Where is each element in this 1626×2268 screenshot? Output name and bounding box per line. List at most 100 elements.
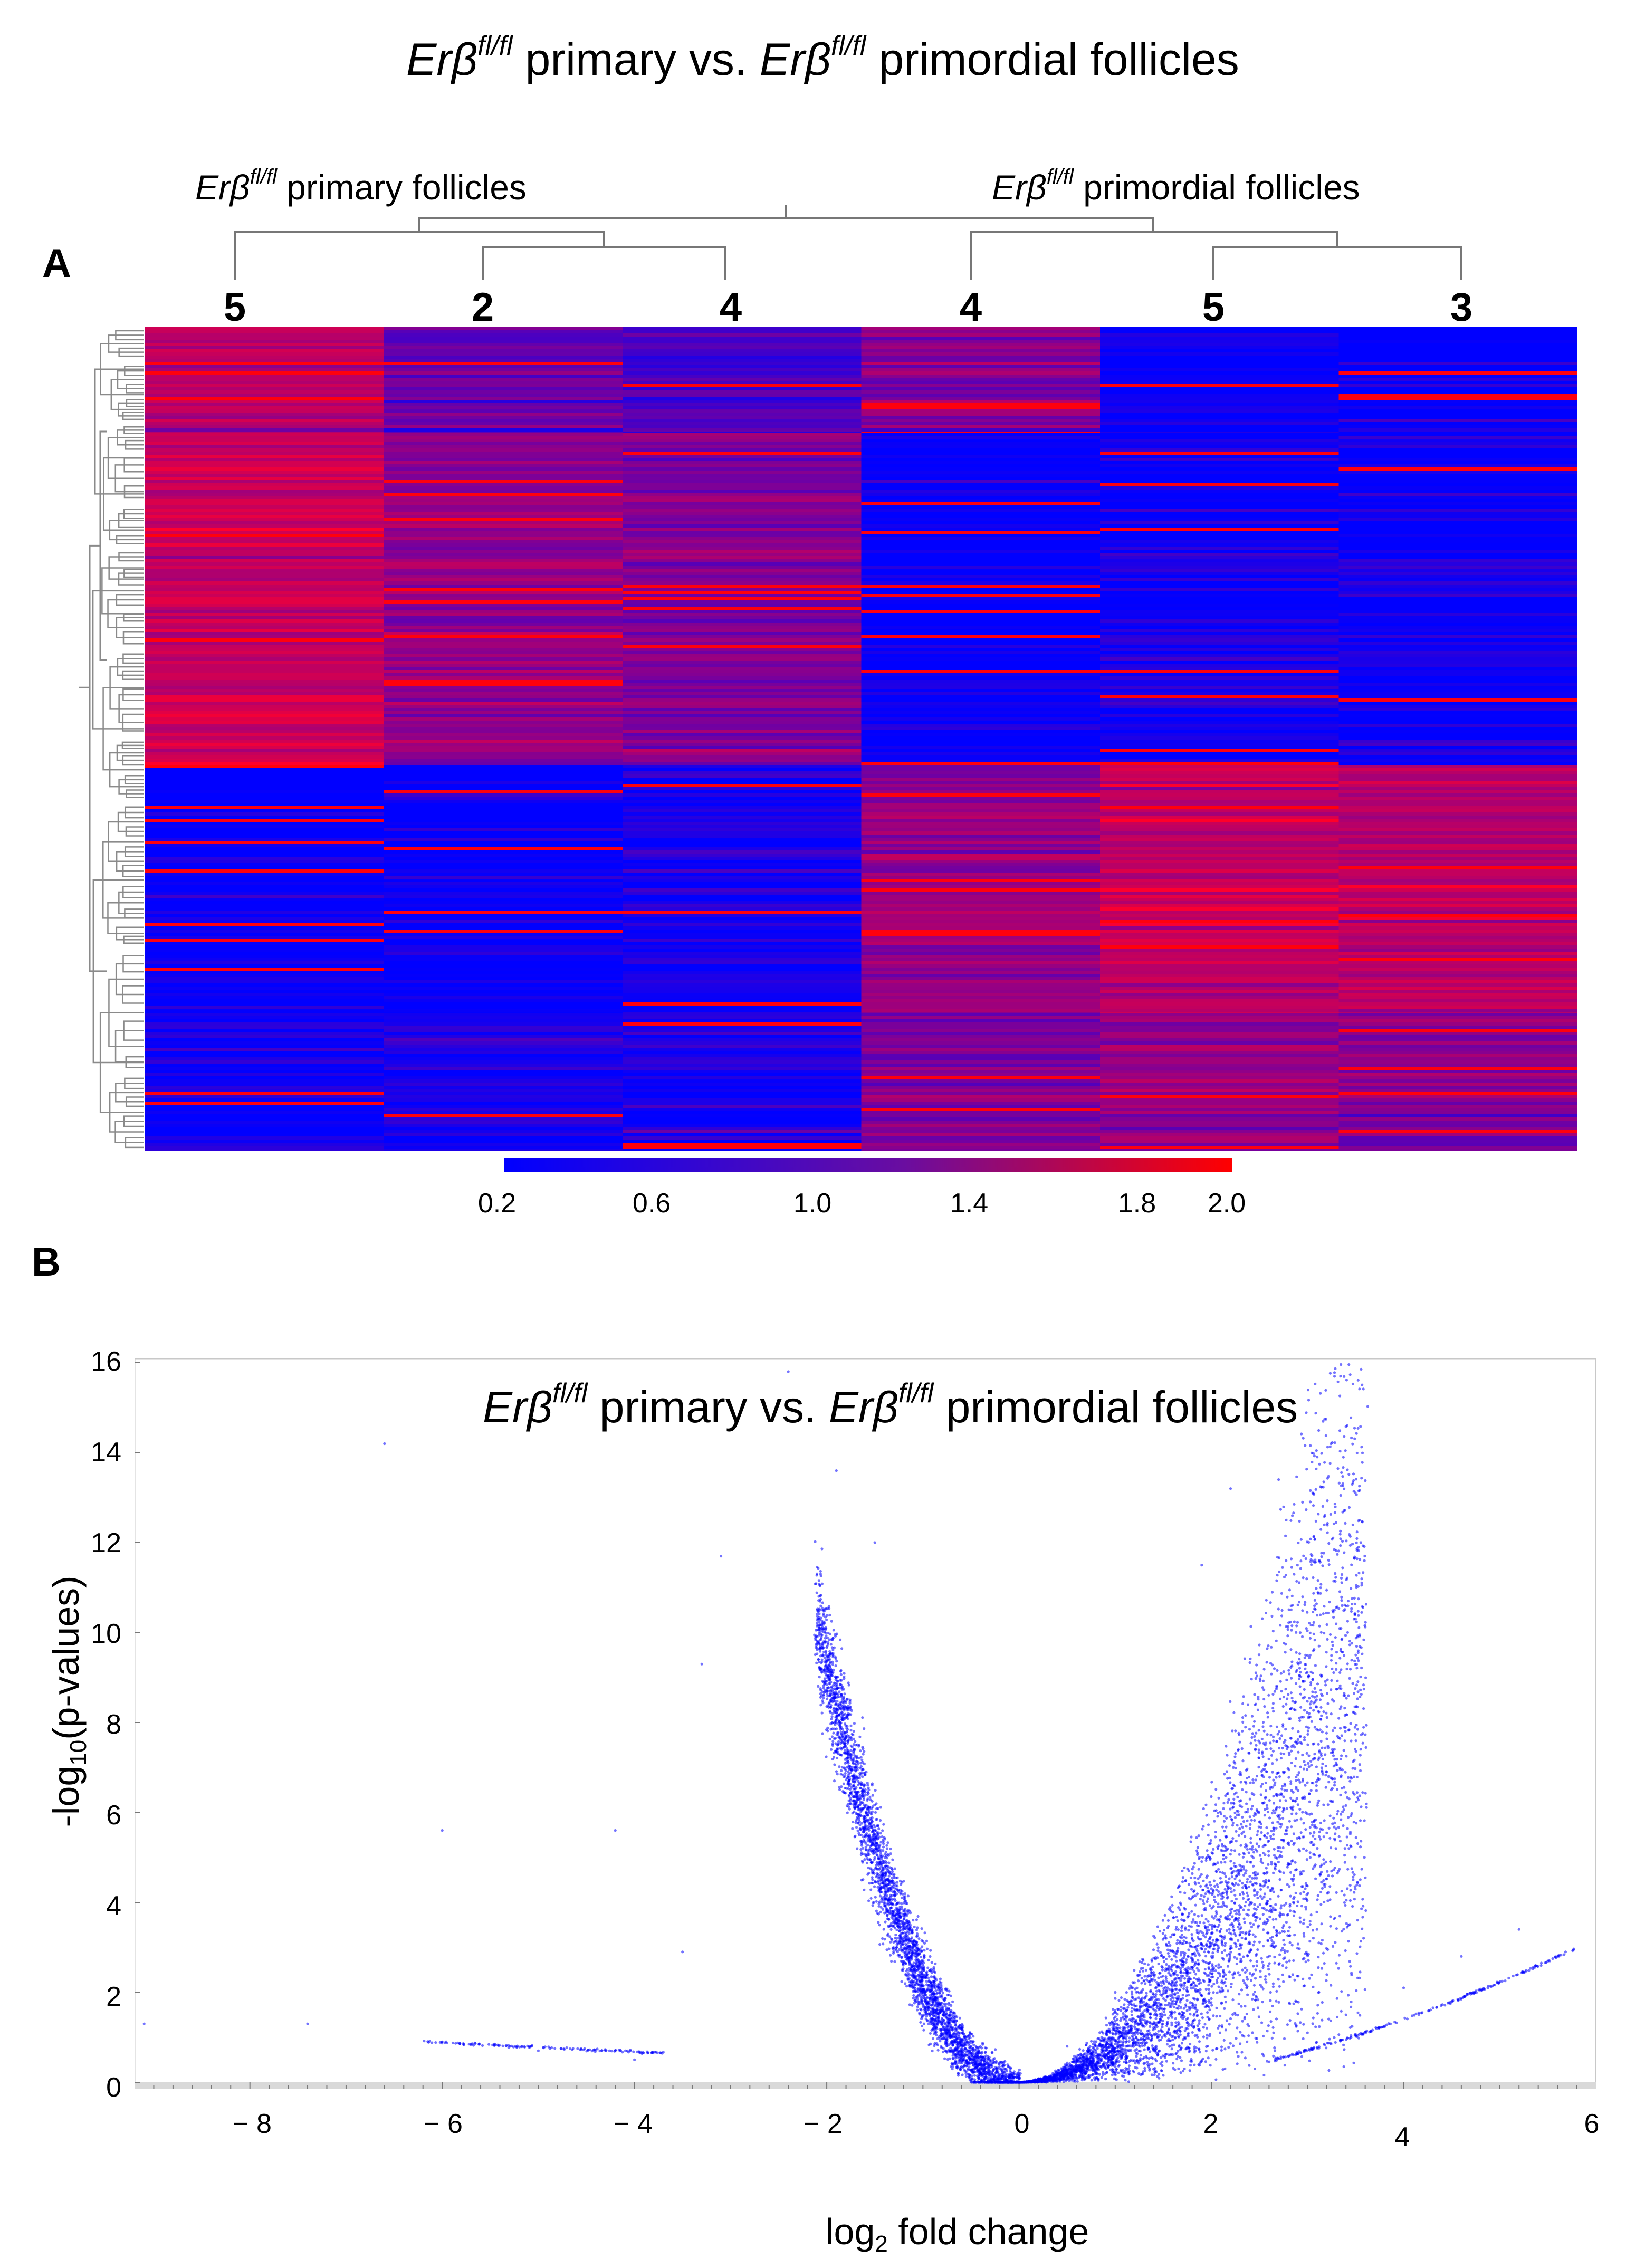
data-point <box>819 1604 822 1607</box>
heatmap-cell <box>861 547 1101 550</box>
heatmap-cell <box>1100 958 1340 961</box>
data-point <box>954 2027 957 2031</box>
heatmap-cell <box>384 581 623 585</box>
heatmap-cell <box>623 422 862 425</box>
heatmap-cell <box>384 1013 623 1016</box>
heatmap-cell <box>1100 562 1340 566</box>
heatmap-cell <box>1100 467 1340 471</box>
heatmap-cell <box>623 448 862 452</box>
heatmap-cell <box>1100 917 1340 920</box>
data-point <box>900 1926 903 1929</box>
heatmap-cell <box>384 974 623 977</box>
heatmap-cell <box>1100 490 1340 493</box>
data-point <box>872 1833 875 1836</box>
heatmap-cell <box>1100 854 1340 857</box>
data-point <box>998 2067 1001 2070</box>
data-point <box>878 1894 882 1898</box>
data-point <box>847 1735 850 1738</box>
heatmap-cell <box>1100 996 1340 999</box>
data-point <box>887 1947 891 1950</box>
heatmap-cell <box>623 327 862 330</box>
data-point <box>867 1829 871 1832</box>
data-point <box>907 1977 911 1980</box>
data-point <box>854 1821 857 1824</box>
data-point <box>956 2041 959 2044</box>
heatmap-cell <box>1338 1048 1577 1051</box>
heatmap-cell <box>1100 352 1340 356</box>
heatmap-cell <box>861 841 1101 844</box>
heatmap-cell <box>384 869 623 873</box>
heatmap-cell <box>1338 537 1577 540</box>
data-point <box>906 1925 909 1928</box>
data-point <box>834 1721 837 1724</box>
data-point <box>893 1927 897 1930</box>
heatmap-cell <box>623 692 862 695</box>
data-point <box>860 1840 864 1843</box>
heatmap-cell <box>1100 654 1340 657</box>
heatmap-cell <box>623 936 862 939</box>
data-point <box>975 2046 979 2049</box>
heatmap-cell <box>623 793 862 797</box>
heatmap-cell <box>1338 1026 1577 1029</box>
heatmap-cell <box>384 493 623 496</box>
group-left-gene: Erβ <box>195 168 250 207</box>
heatmap-cell <box>623 1108 862 1111</box>
data-point <box>933 2014 936 2017</box>
heatmap-cell <box>1100 378 1340 381</box>
heatmap-cell <box>145 537 385 540</box>
data-point <box>862 1753 865 1756</box>
heatmap-cell <box>1338 698 1577 702</box>
data-point <box>874 1896 877 1899</box>
heatmap-cell <box>861 1013 1101 1016</box>
heatmap-cell <box>384 499 623 502</box>
data-point <box>840 1679 843 1682</box>
heatmap-cell <box>384 464 623 467</box>
heatmap-cell <box>861 838 1101 841</box>
data-point <box>818 1609 821 1612</box>
data-point <box>970 2074 973 2078</box>
heatmap-cell <box>1338 496 1577 499</box>
heatmap-cell <box>623 835 862 838</box>
data-point <box>859 1765 863 1768</box>
heatmap-cell <box>384 784 623 787</box>
heatmap-cell <box>1338 907 1577 911</box>
heatmap-cell <box>861 926 1101 930</box>
heatmap-cell <box>384 442 623 445</box>
data-point <box>886 1868 889 1871</box>
heatmap-cell <box>1338 562 1577 566</box>
heatmap-cell <box>1100 698 1340 702</box>
data-point <box>866 1806 869 1810</box>
heatmap-cell <box>384 1083 623 1086</box>
data-point <box>901 1939 905 1942</box>
heatmap-cell <box>1100 387 1340 390</box>
data-point <box>951 2028 954 2031</box>
group-right-sup: fl/fl <box>1046 165 1074 188</box>
data-point <box>872 1901 875 1904</box>
heatmap-cell <box>145 483 385 486</box>
heatmap-cell <box>623 425 862 428</box>
heatmap-cell <box>1338 483 1577 486</box>
data-point <box>871 1881 874 1884</box>
heatmap-cell <box>623 467 862 471</box>
heatmap-cell <box>1100 448 1340 452</box>
heatmap-cell <box>1338 1108 1577 1111</box>
data-point <box>862 1798 865 1801</box>
heatmap-cell <box>1338 683 1577 686</box>
heatmap-cell <box>623 822 862 825</box>
heatmap-cell <box>384 844 623 847</box>
heatmap-cell <box>623 1149 862 1151</box>
data-point <box>918 1970 921 1974</box>
heatmap-cell <box>1338 474 1577 477</box>
data-point <box>836 1679 839 1682</box>
heatmap-cell <box>145 505 385 509</box>
heatmap-cell <box>623 464 862 467</box>
heatmap-cell <box>623 569 862 572</box>
heatmap-cell <box>384 632 623 635</box>
heatmap-cell <box>861 623 1101 626</box>
heatmap-cell <box>623 993 862 996</box>
heatmap-cell <box>1338 1002 1577 1006</box>
heatmap-cell <box>384 591 623 594</box>
heatmap-cell <box>1100 781 1340 784</box>
data-point <box>842 1701 845 1705</box>
heatmap-cell <box>145 1146 385 1149</box>
